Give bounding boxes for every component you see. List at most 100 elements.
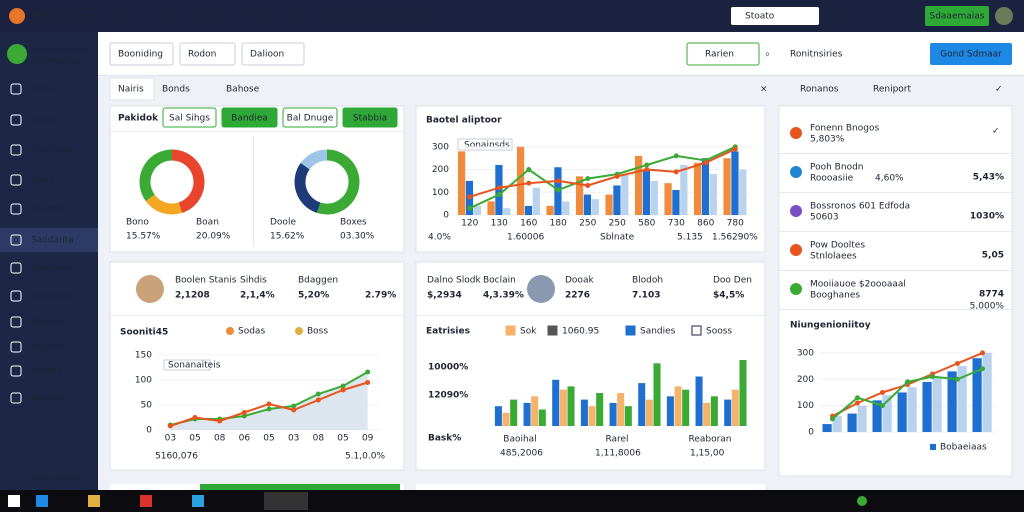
- button[interactable]: [162, 107, 217, 128]
- nav-item[interactable]: Deamaies: [31, 264, 76, 274]
- bar: [583, 194, 592, 215]
- bar: [617, 393, 625, 426]
- bar: [972, 358, 982, 432]
- group-label: Rarel: [605, 435, 628, 445]
- nav-item[interactable]: Pentok: [31, 367, 62, 377]
- tab[interactable]: Bonds: [162, 85, 190, 95]
- sidebar-footer: Sodinatiets: [30, 474, 81, 484]
- nav-item[interactable]: Sama: [110, 12, 136, 22]
- legend-swatch: [295, 327, 303, 335]
- bar: [847, 413, 857, 432]
- nav-item[interactable]: Entins: [31, 85, 59, 95]
- panel-title: Baotel aliptoor: [426, 116, 502, 126]
- active-tab[interactable]: [109, 77, 155, 101]
- nav-item[interactable]: Lilnts: [31, 116, 55, 126]
- filter-label: Dalioon: [250, 50, 284, 60]
- donut-figure: 03.30%: [340, 232, 375, 242]
- search-box[interactable]: [731, 7, 819, 25]
- tab[interactable]: Ronanos: [800, 85, 839, 95]
- action-button[interactable]: [925, 6, 989, 26]
- nav-item[interactable]: Seosmata: [31, 292, 76, 302]
- donut-label: Bono: [126, 218, 149, 228]
- y-tick-label: 100: [797, 401, 814, 411]
- filter-label: Booniding: [118, 50, 163, 60]
- search-icon[interactable]: ⌕: [765, 50, 770, 60]
- side-label: 10000%: [428, 363, 468, 373]
- nav-item[interactable]: Sonaiens: [193, 12, 234, 22]
- filter[interactable]: [241, 42, 305, 66]
- legend-label: Boss: [307, 327, 328, 337]
- app-icon[interactable]: [264, 492, 308, 510]
- button[interactable]: [221, 107, 278, 128]
- point: [855, 400, 860, 406]
- app-icon[interactable]: [88, 495, 100, 507]
- close-icon[interactable]: ×: [760, 85, 768, 95]
- nav-icon: [10, 203, 22, 215]
- y-tick-label: 0: [443, 211, 449, 221]
- stat-label: Boolen Stanis: [175, 276, 237, 286]
- nav-item[interactable]: Resnuin: [397, 12, 433, 22]
- bar: [642, 169, 651, 215]
- app-icon[interactable]: [36, 495, 48, 507]
- logo: [9, 8, 25, 24]
- nav-icon: [10, 365, 22, 377]
- x-tick-label: 130: [491, 219, 508, 229]
- nav-item[interactable]: Conlinnes: [31, 146, 75, 156]
- group-label: Reaboran: [688, 435, 731, 445]
- app-icon[interactable]: [192, 495, 204, 507]
- x-tick-label: 09: [362, 434, 374, 444]
- nav-item[interactable]: Saodanta: [31, 236, 74, 246]
- x-tick-label: 730: [668, 219, 685, 229]
- filter[interactable]: [109, 42, 174, 66]
- nav-icon: [10, 83, 22, 95]
- x-tick-label: 06: [239, 434, 251, 444]
- bar: [645, 399, 653, 426]
- item-sub: 5,803%: [810, 135, 845, 145]
- nav-item[interactable]: Docorit: [31, 343, 64, 353]
- bar: [703, 402, 711, 426]
- nav-item[interactable]: Diagis: [246, 12, 274, 22]
- check-icon[interactable]: ✓: [995, 85, 1003, 95]
- bar: [664, 183, 672, 215]
- point: [496, 192, 502, 198]
- button[interactable]: [282, 107, 338, 128]
- nav-item[interactable]: Sdsamananaras: [322, 12, 395, 22]
- tab[interactable]: Bahose: [226, 85, 260, 95]
- footer-figure: 4.0%: [428, 233, 451, 243]
- avatar: [527, 275, 555, 303]
- filter[interactable]: [179, 42, 236, 66]
- divider: [110, 131, 404, 132]
- bar: [674, 386, 682, 426]
- item-icon: [790, 205, 802, 217]
- toggle-label: Rarien: [705, 50, 734, 60]
- point: [192, 415, 198, 420]
- filter-label: Rodon: [188, 50, 216, 60]
- bar: [531, 396, 539, 426]
- tab[interactable]: Reniport: [873, 85, 912, 95]
- search-label: Ronitnsiries: [790, 50, 843, 60]
- nav-item[interactable]: Fonenes: [31, 205, 69, 215]
- app-icon[interactable]: [140, 495, 152, 507]
- nav-item[interactable]: Beopole: [31, 394, 68, 404]
- bar: [502, 412, 510, 426]
- button[interactable]: [342, 107, 398, 128]
- bar: [709, 174, 717, 215]
- nav-item[interactable]: Datine: [153, 12, 183, 22]
- nav-item[interactable]: Guide: [283, 12, 310, 22]
- toggle[interactable]: [686, 42, 760, 66]
- item-title: Bossronos 601 Edfoda: [810, 202, 910, 212]
- tab[interactable]: Nairis: [118, 85, 144, 95]
- bar: [634, 155, 643, 215]
- start-icon[interactable]: [8, 495, 20, 507]
- stat-label: Bdaggen: [298, 276, 338, 286]
- point: [217, 418, 223, 424]
- bar: [723, 158, 731, 215]
- avatar[interactable]: [995, 7, 1013, 25]
- nav-item[interactable]: Nims: [31, 176, 54, 186]
- nav-item[interactable]: Riderts: [31, 318, 63, 328]
- group-value: 1,11,8006: [595, 449, 641, 459]
- bar: [580, 399, 588, 426]
- donut-figure: 20.09%: [196, 232, 231, 242]
- primary-button[interactable]: [930, 43, 1012, 65]
- point: [315, 397, 321, 403]
